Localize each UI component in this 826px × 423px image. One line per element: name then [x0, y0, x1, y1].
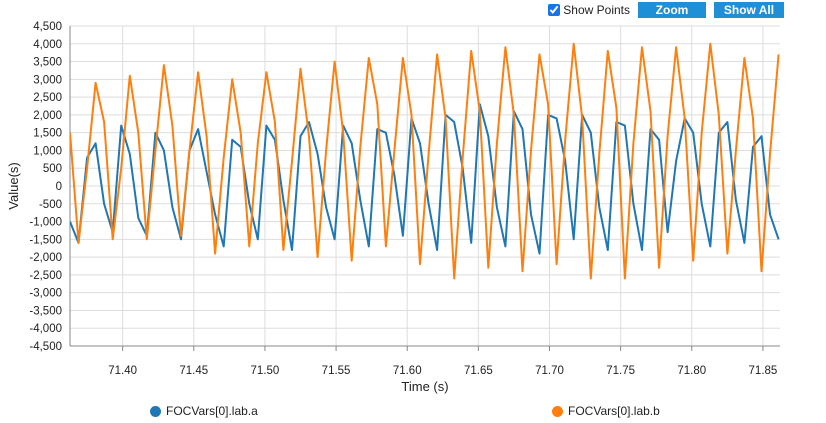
y-tick-label: -3,500 — [29, 305, 62, 317]
x-tick-label: 71.50 — [251, 365, 280, 377]
y-tick-label: 0 — [56, 181, 62, 193]
y-tick-label: 4,500 — [33, 21, 62, 33]
legend-label-series-a: FOCVars[0].lab.a — [166, 404, 258, 418]
y-tick-label: 1,000 — [33, 145, 62, 157]
x-tick-label: 71.80 — [677, 365, 706, 377]
series-line-b — [70, 42, 780, 280]
y-tick-label: 3,500 — [33, 57, 62, 69]
x-tick-label: 71.75 — [606, 365, 635, 377]
line-chart[interactable]: 4,500 4,000 3,500 3,000 2,500 2,000 1,500 1,000… — [0, 0, 826, 400]
zoom-button[interactable]: Zoom — [638, 2, 706, 18]
x-axis-ticks: 71.40 71.45 71.50 71.55 71.60 71.65 71.70 71.75… — [108, 346, 777, 377]
y-tick-label: 500 — [43, 163, 62, 175]
y-tick-label: -4,000 — [29, 323, 62, 335]
y-tick-label: -2,500 — [29, 270, 62, 282]
show-points-toggle[interactable]: Show Points — [548, 3, 630, 17]
y-axis-title: Value(s) — [6, 162, 21, 209]
show-all-button[interactable]: Show All — [714, 2, 784, 18]
x-tick-label: 71.45 — [179, 365, 208, 377]
y-tick-label: 4,000 — [33, 39, 62, 51]
show-points-checkbox[interactable] — [548, 4, 561, 16]
chart-toolbar: Show Points Zoom Show All — [548, 1, 784, 19]
x-tick-label: 71.70 — [535, 365, 564, 377]
y-tick-label: -3,000 — [29, 288, 62, 300]
legend-label-series-b: FOCVars[0].lab.b — [568, 404, 660, 418]
x-axis-title: Time (s) — [401, 379, 448, 394]
x-tick-label: 71.85 — [749, 365, 778, 377]
show-points-label: Show Points — [563, 3, 630, 17]
y-tick-label: 2,500 — [33, 92, 62, 104]
chart-legend: FOCVars[0].lab.a FOCVars[0].lab.b — [0, 404, 826, 420]
y-tick-label: 3,000 — [33, 74, 62, 86]
series-group — [70, 42, 780, 280]
x-tick-label: 71.40 — [108, 365, 137, 377]
legend-item-series-b[interactable]: FOCVars[0].lab.b — [552, 404, 660, 418]
y-axis-ticks: 4,500 4,000 3,500 3,000 2,500 2,000 1,500 1,000… — [29, 21, 62, 353]
legend-marker-series-a — [150, 405, 161, 417]
y-tick-label: -1,500 — [29, 234, 62, 246]
x-tick-label: 71.60 — [393, 365, 422, 377]
x-tick-label: 71.65 — [464, 365, 493, 377]
y-tick-label: -1,000 — [29, 217, 62, 229]
y-tick-label: 2,000 — [33, 110, 62, 122]
x-tick-label: 71.55 — [322, 365, 351, 377]
y-tick-label: -500 — [39, 199, 62, 211]
y-tick-label: 1,500 — [33, 128, 62, 140]
y-tick-label: -2,000 — [29, 252, 62, 264]
legend-marker-series-b — [552, 405, 563, 417]
y-tick-label: -4,500 — [29, 341, 62, 353]
legend-item-series-a[interactable]: FOCVars[0].lab.a — [150, 404, 258, 418]
